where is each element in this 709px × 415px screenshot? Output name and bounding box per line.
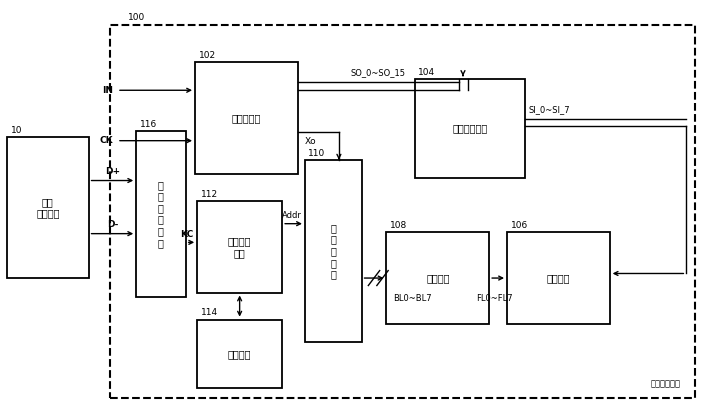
Text: Xo: Xo [305, 137, 316, 146]
Text: SO_0~SO_15: SO_0~SO_15 [351, 68, 406, 77]
Bar [197, 201, 282, 293]
Text: 滤波电路: 滤波电路 [547, 273, 570, 283]
Text: 地
址
发
生
器: 地 址 发 生 器 [330, 223, 336, 279]
Text: 114: 114 [201, 308, 218, 317]
Text: CK: CK [100, 136, 113, 145]
Text: 键盘控制电路: 键盘控制电路 [651, 379, 681, 388]
Bar [7, 137, 89, 278]
Text: Addr: Addr [281, 211, 301, 220]
Text: D+: D+ [105, 166, 120, 176]
Bar [197, 320, 282, 388]
Text: KC: KC [180, 230, 194, 239]
Text: D-: D- [106, 220, 118, 229]
Text: BL0~BL7: BL0~BL7 [393, 294, 432, 303]
Text: 缓冲电路: 缓冲电路 [426, 273, 450, 283]
Text: 110: 110 [308, 149, 325, 158]
Bar [195, 62, 298, 174]
Text: 映射装置: 映射装置 [228, 349, 252, 359]
Bar [507, 232, 610, 324]
Text: IN: IN [102, 86, 113, 95]
Text: 10: 10 [11, 126, 22, 135]
Text: 接
口
转
换
电
路: 接 口 转 换 电 路 [158, 180, 164, 248]
Text: 桥式
逻辑芯片: 桥式 逻辑芯片 [36, 197, 60, 218]
Bar [305, 160, 362, 342]
Text: 108: 108 [390, 221, 407, 230]
Text: 112: 112 [201, 190, 218, 199]
Text: 100: 100 [128, 12, 145, 22]
Text: 比较选择
单元: 比较选择 单元 [228, 236, 252, 258]
Text: SI_0~SI_7: SI_0~SI_7 [528, 105, 570, 114]
Bar [386, 232, 489, 324]
Text: 移位寄存器: 移位寄存器 [232, 113, 261, 123]
Text: 106: 106 [510, 221, 527, 230]
Text: 104: 104 [418, 68, 435, 77]
Text: 116: 116 [140, 120, 157, 129]
Text: FL0~FL7: FL0~FL7 [476, 294, 513, 303]
Text: 102: 102 [199, 51, 216, 60]
Bar [415, 79, 525, 178]
Bar [110, 25, 695, 398]
Text: 键盘矩阵电路: 键盘矩阵电路 [452, 124, 487, 134]
Bar [136, 131, 186, 297]
